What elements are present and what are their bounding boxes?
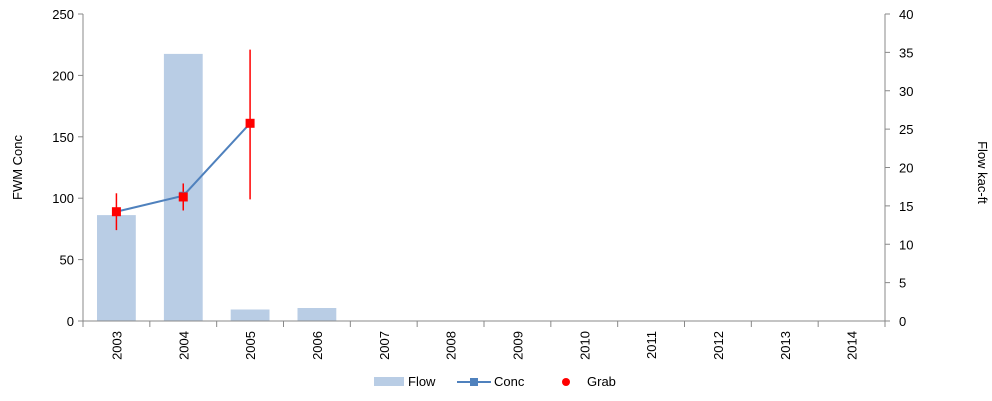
x-tick-label: 2004 bbox=[176, 331, 191, 360]
grab-point bbox=[245, 118, 255, 128]
flow-bar bbox=[230, 309, 270, 321]
x-tick-label: 2009 bbox=[510, 331, 525, 360]
x-tick-label: 2013 bbox=[778, 331, 793, 360]
legend-conc-marker bbox=[470, 378, 478, 386]
x-tick-label: 2007 bbox=[377, 331, 392, 360]
y2-tick-label: 20 bbox=[899, 161, 913, 176]
y2-tick-label: 0 bbox=[899, 314, 906, 329]
x-tick-label: 2003 bbox=[109, 331, 124, 360]
y-tick-label: 150 bbox=[52, 130, 74, 145]
axis-labels: FWM Conc Flow kac-ft bbox=[10, 135, 990, 205]
legend-grab-label: Grab bbox=[587, 374, 616, 389]
y2-tick-label: 30 bbox=[899, 84, 913, 99]
legend-flow-swatch bbox=[374, 377, 404, 386]
legend-conc-label: Conc bbox=[494, 374, 525, 389]
legend-grab-marker bbox=[562, 378, 570, 386]
flow-bar bbox=[97, 215, 136, 321]
grab-point bbox=[111, 207, 121, 217]
y-tick-label: 0 bbox=[67, 314, 74, 329]
x-tick-label: 2011 bbox=[644, 331, 659, 359]
grab-points bbox=[111, 118, 255, 217]
legend-flow-label: Flow bbox=[408, 374, 436, 389]
y2-tick-label: 35 bbox=[899, 45, 913, 60]
x-tick-label: 2012 bbox=[711, 331, 726, 360]
y-tick-label: 250 bbox=[52, 7, 74, 22]
y-axis-title: FWM Conc bbox=[10, 135, 25, 201]
y2-tick-label: 40 bbox=[899, 7, 913, 22]
y-tick-label: 100 bbox=[52, 191, 74, 206]
y2-tick-label: 5 bbox=[899, 276, 906, 291]
flow-bars bbox=[97, 53, 337, 322]
y-tick-label: 200 bbox=[52, 68, 74, 83]
x-tick-label: 2008 bbox=[444, 331, 459, 360]
y2-tick-label: 25 bbox=[899, 122, 913, 137]
legend: Flow Conc Grab bbox=[374, 374, 616, 389]
x-tick-label: 2006 bbox=[310, 331, 325, 360]
grab-point bbox=[178, 192, 188, 202]
axes: 0 50 100 150 200 250 0 5 10 15 20 25 30 35 40 2003 2004 2… bbox=[52, 7, 913, 360]
y2-tick-label: 10 bbox=[899, 237, 913, 252]
y-tick-label: 50 bbox=[60, 253, 74, 268]
y2-axis-title: Flow kac-ft bbox=[975, 141, 990, 204]
x-tick-label: 2010 bbox=[577, 331, 592, 360]
flow-bar bbox=[297, 308, 337, 321]
x-tick-label: 2014 bbox=[845, 331, 860, 360]
y2-tick-label: 15 bbox=[899, 199, 913, 214]
x-tick-label: 2005 bbox=[243, 331, 258, 360]
